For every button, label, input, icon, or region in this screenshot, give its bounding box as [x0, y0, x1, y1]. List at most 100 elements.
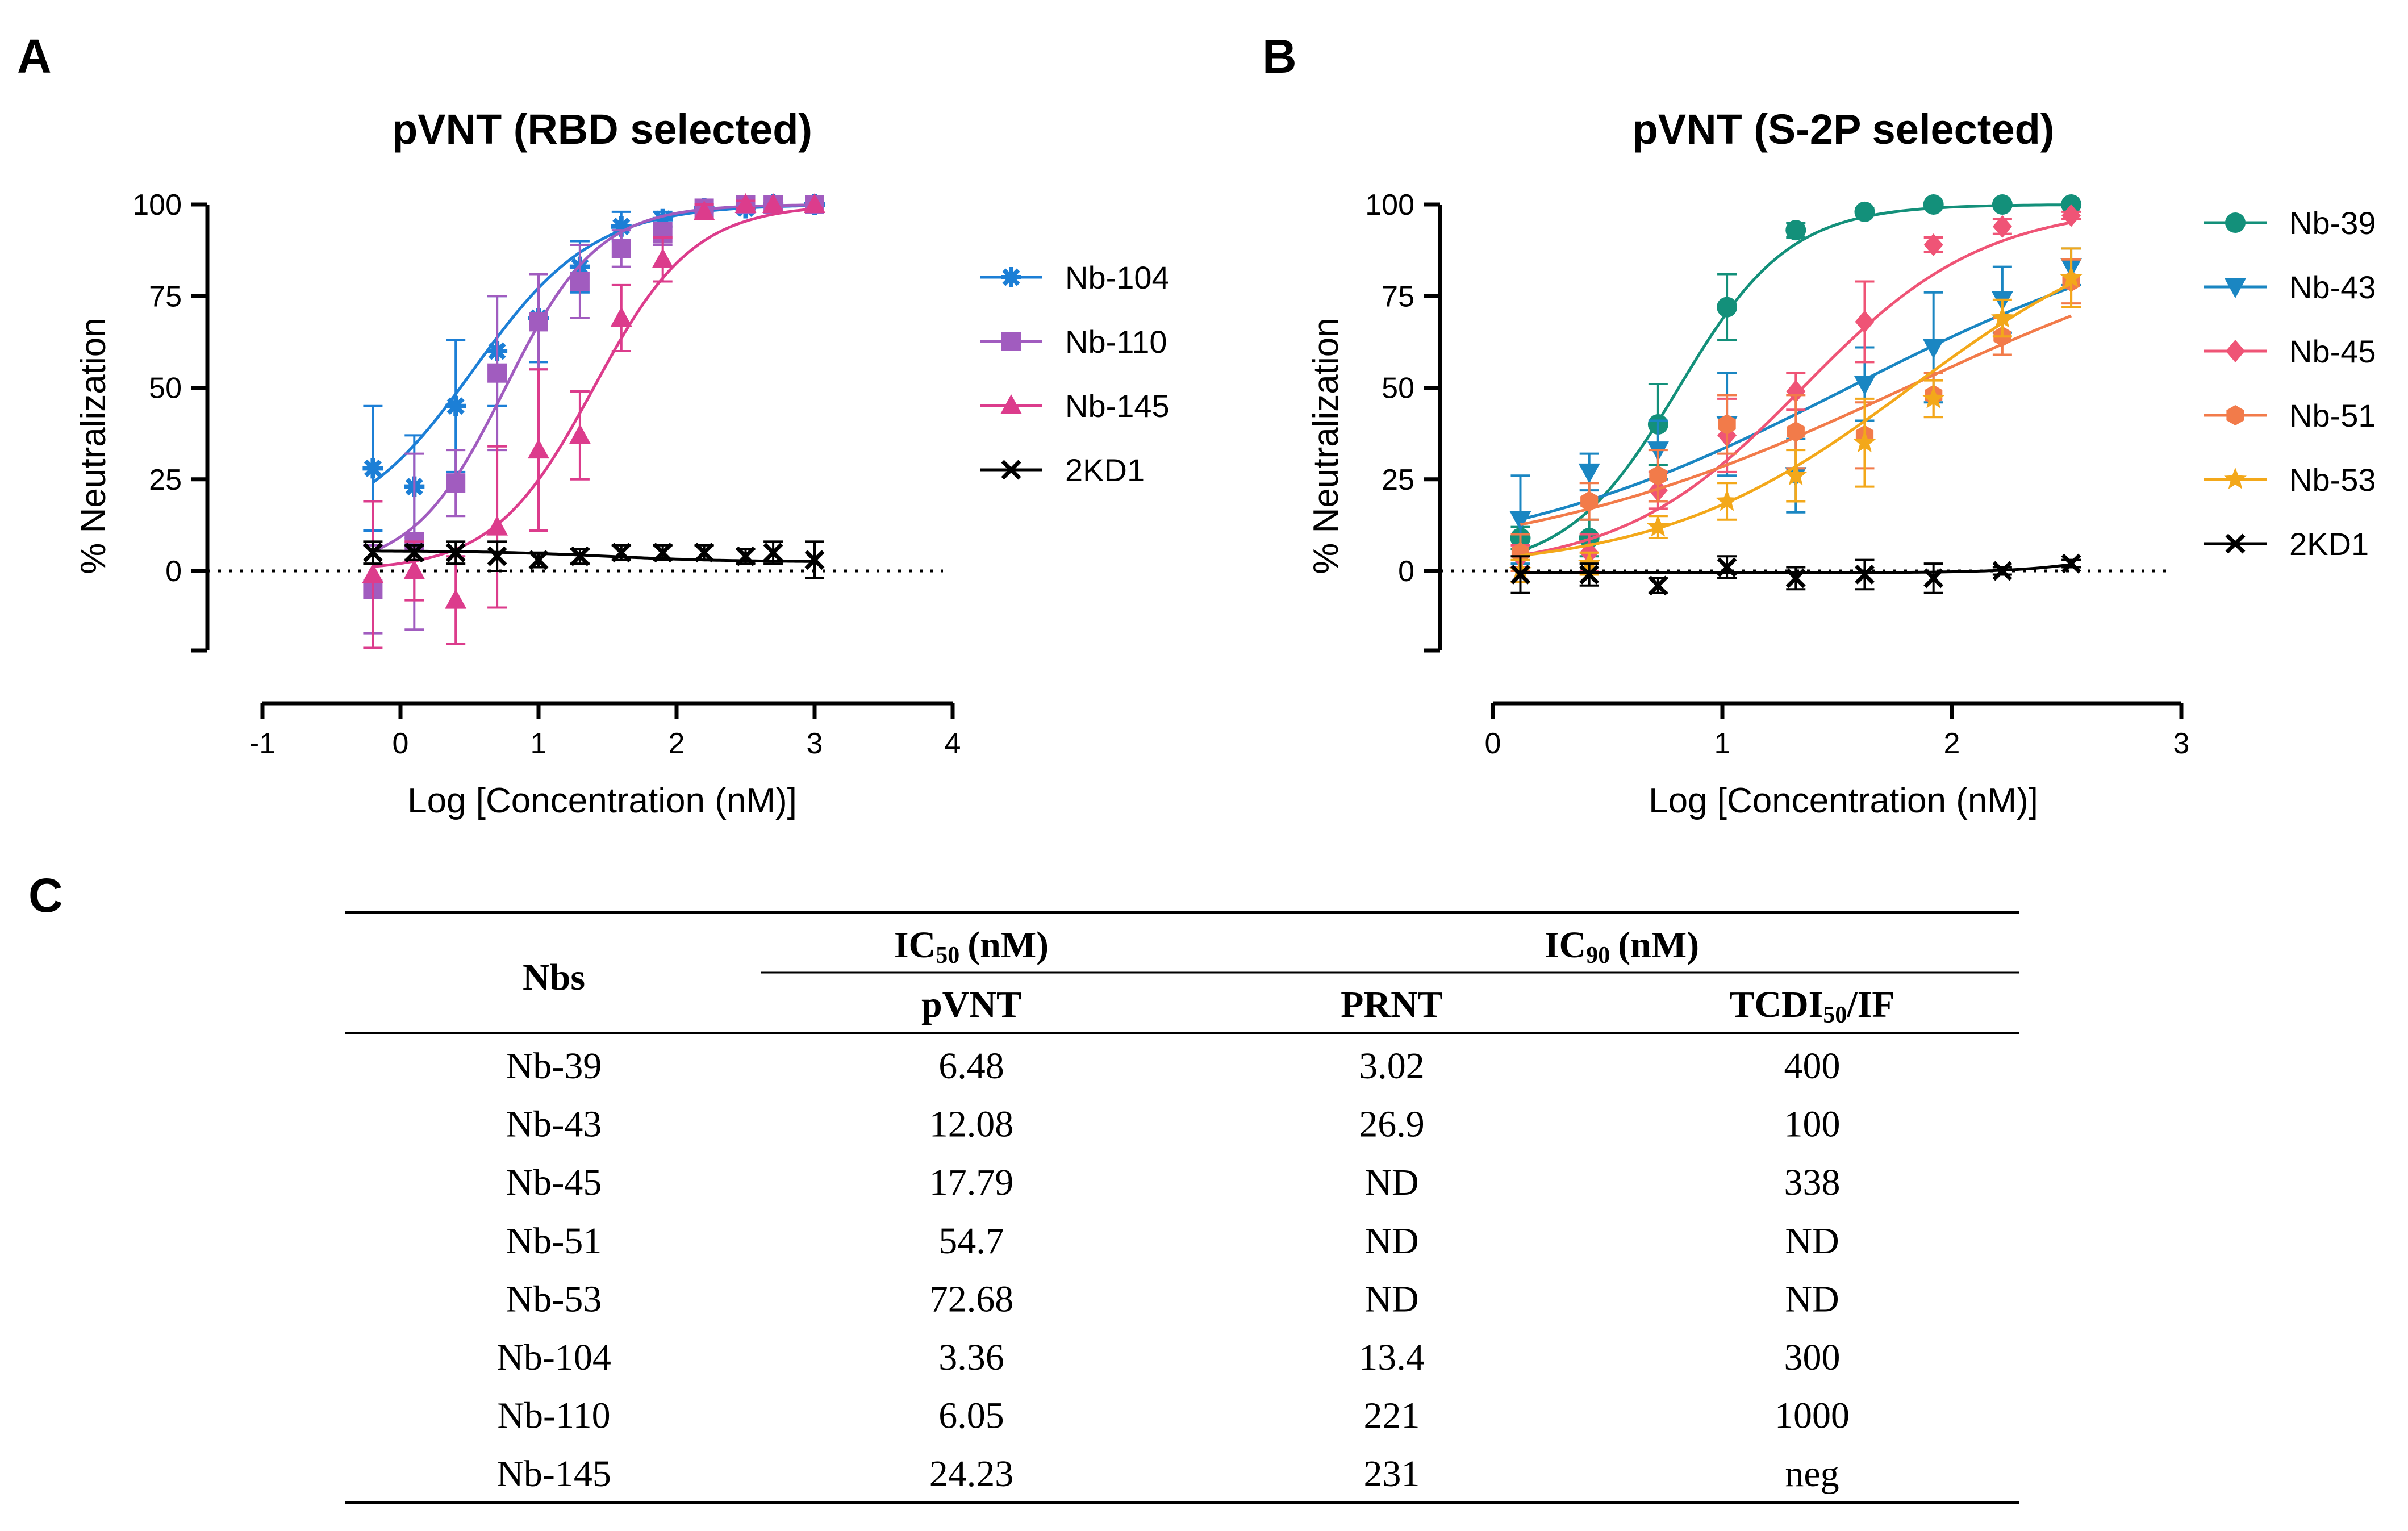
- data-point: [1854, 376, 1876, 396]
- table-row: Nb-104 3.36 13.4 300: [496, 1337, 1840, 1378]
- ic50-unit: (nM): [967, 924, 1049, 966]
- data-point: [1716, 489, 1739, 511]
- table-header-nbs: Nbs: [523, 957, 585, 998]
- data-point: [445, 543, 466, 563]
- data-point: [611, 239, 631, 258]
- data-point: [445, 395, 466, 416]
- chart-a: pVNT (RBD selected) Log [Concentration (…: [74, 106, 1170, 820]
- data-point: [804, 550, 825, 570]
- tcdi-sub: 50: [1823, 1002, 1847, 1028]
- table-row: Nb-39 6.48 3.02 400: [506, 1045, 1841, 1087]
- data-point: [1855, 310, 1875, 333]
- fit-curve: [372, 203, 815, 553]
- ic90-main: IC: [1545, 924, 1586, 966]
- data-point: [610, 306, 632, 327]
- data-point: [1648, 575, 1668, 596]
- legend-item-nb-45: Nb-45: [2204, 333, 2376, 369]
- table-cell: 400: [1784, 1045, 1841, 1087]
- table-cell: 6.48: [938, 1045, 1004, 1087]
- data-point: [1649, 465, 1667, 486]
- data-point: [362, 543, 383, 563]
- legend-label: 2KD1: [2289, 526, 2369, 562]
- legend-label: Nb-110: [1065, 324, 1167, 360]
- data-point: [528, 439, 549, 459]
- table-cell: 54.7: [938, 1220, 1004, 1262]
- y-tick-label: 0: [1398, 555, 1414, 588]
- legend-item-nb-145: Nb-145: [980, 388, 1170, 424]
- data-point: [1992, 194, 2013, 215]
- data-point: [1922, 386, 1945, 408]
- x-tick-label: 1: [1714, 727, 1731, 760]
- legend-label: Nb-51: [2289, 398, 2376, 433]
- legend-label: Nb-43: [2289, 269, 2376, 305]
- data-point: [652, 248, 674, 268]
- data-point: [611, 543, 632, 563]
- table-cell: 100: [1784, 1104, 1841, 1145]
- legend-label: Nb-39: [2289, 205, 2376, 241]
- legend-item-nb-39: Nb-39: [2204, 205, 2376, 241]
- data-point: [528, 550, 549, 570]
- table-header-tcdi: TCDI50/IF: [1729, 984, 1894, 1028]
- data-point: [403, 560, 425, 579]
- data-point: [1646, 515, 1670, 537]
- data-point: [404, 543, 424, 563]
- y-tick-label: 0: [165, 555, 182, 588]
- table-cell: 72.68: [929, 1278, 1014, 1320]
- x-tick-label: 0: [393, 727, 409, 760]
- fit-curve: [1520, 203, 2072, 553]
- data-point: [1784, 464, 1808, 486]
- data-point: [1578, 463, 1600, 483]
- table-cell: ND: [1364, 1278, 1418, 1320]
- table-cell: 17.79: [929, 1162, 1014, 1203]
- data-point: [694, 543, 715, 563]
- table-cell: 1000: [1775, 1395, 1850, 1437]
- legend-marker: [2225, 212, 2246, 233]
- ic90-sub: 90: [1586, 942, 1610, 969]
- data-point: [1922, 339, 1944, 359]
- legend-item-2kd1: 2KD1: [2204, 526, 2369, 562]
- table-row: Nb-43 12.08 26.9 100: [506, 1104, 1841, 1145]
- legend-item-nb-104: Nb-104: [980, 260, 1170, 295]
- table-row: Nb-145 24.23 231 neg: [496, 1453, 1839, 1495]
- table-cell: ND: [1785, 1278, 1839, 1320]
- legend-marker: [2224, 468, 2247, 489]
- table-cell: 26.9: [1359, 1104, 1425, 1145]
- chart-a-title: pVNT (RBD selected): [392, 106, 812, 153]
- data-point: [1990, 306, 2014, 328]
- data-point: [1785, 568, 1806, 589]
- data-point: [653, 543, 673, 563]
- legend-marker: [2226, 405, 2244, 425]
- data-point: [1511, 542, 1530, 563]
- table-cell: 231: [1364, 1453, 1420, 1495]
- legend-item-nb-53: Nb-53: [2204, 462, 2376, 498]
- legend-label: Nb-145: [1065, 388, 1170, 424]
- legend-marker: [2226, 340, 2245, 362]
- data-point: [1923, 233, 1943, 256]
- table-cell: 24.23: [929, 1453, 1014, 1495]
- panel-label-b: B: [1262, 30, 1297, 83]
- table-cell: 300: [1784, 1337, 1841, 1378]
- legend-marker: [2225, 533, 2246, 554]
- data-point: [487, 363, 507, 383]
- y-tick-label: 75: [1382, 280, 1414, 313]
- chart-b-title: pVNT (S-2P selected): [1633, 106, 2055, 153]
- x-tick-label: -1: [249, 727, 276, 760]
- table-header-prnt: PRNT: [1341, 984, 1443, 1025]
- data-point: [446, 473, 466, 493]
- table-row: Nb-53 72.68 ND ND: [506, 1278, 1839, 1320]
- table-cell: 221: [1364, 1395, 1420, 1437]
- table-cell: Nb-145: [496, 1453, 611, 1495]
- panel-label-a: A: [17, 30, 52, 83]
- x-tick-label: 4: [945, 727, 961, 760]
- data-point: [529, 312, 548, 332]
- ic-table: Nbs IC50 (nM) IC90 (nM) pVNT PRNT TCDI50/I…: [345, 911, 2019, 1504]
- y-tick-label: 25: [1382, 464, 1414, 497]
- data-point: [486, 515, 508, 536]
- data-point: [1853, 431, 1876, 453]
- data-point: [570, 272, 590, 291]
- data-point: [362, 563, 384, 583]
- data-point: [1992, 561, 2013, 581]
- legend-label: 2KD1: [1065, 452, 1145, 488]
